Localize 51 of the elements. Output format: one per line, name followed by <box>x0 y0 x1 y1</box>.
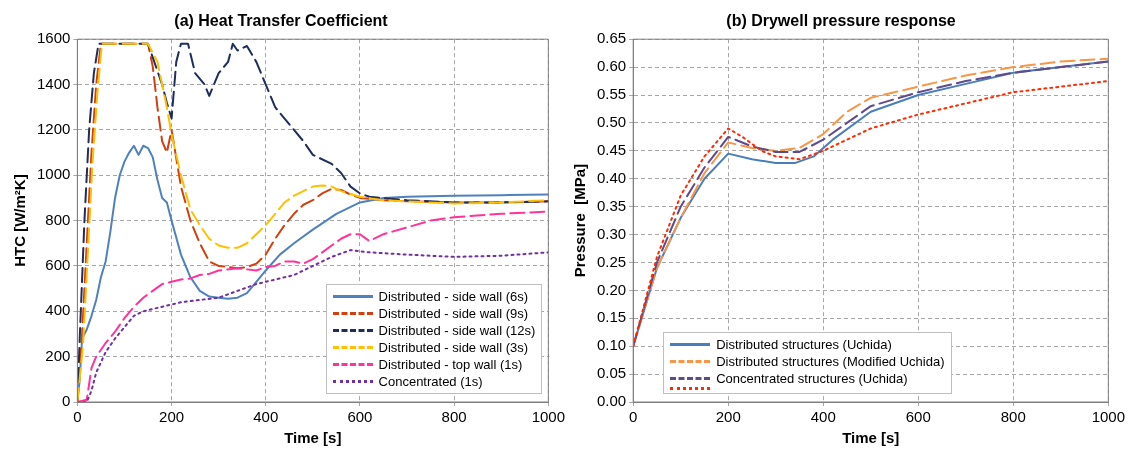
legend-label: Distributed - side wall (12s) <box>378 322 536 339</box>
y-tick-label: 0 <box>62 392 71 410</box>
legend-label: Distributed - top wall (1s) <box>378 356 523 373</box>
x-tick-label: 0 <box>629 408 638 426</box>
y-axis-title: Pressure [MPa] <box>571 163 589 278</box>
y-tick-label: 1400 <box>36 74 71 92</box>
y-tick-label: 200 <box>45 346 71 364</box>
y-axis-title: HTC [W/m²K] <box>11 174 29 267</box>
x-tick-label: 600 <box>347 408 373 426</box>
x-tick-label: 1000 <box>1091 408 1125 426</box>
chart-title: (a) Heat Transfer Coefficient <box>174 12 389 30</box>
y-tick-label: 1000 <box>36 165 71 183</box>
x-tick-label: 1000 <box>531 408 565 426</box>
x-axis-title: Time [s] <box>284 429 342 447</box>
y-tick-label: 0.45 <box>596 140 627 158</box>
y-tick-label: 400 <box>45 301 71 319</box>
legend-label: Concentrated structures (Uchida) <box>716 370 908 387</box>
x-tick-label: 800 <box>1000 408 1026 426</box>
x-tick-label: 800 <box>441 408 467 426</box>
x-tick-label: 600 <box>905 408 931 426</box>
y-tick-label: 800 <box>45 210 71 228</box>
y-tick-label: 0.00 <box>596 392 627 410</box>
y-tick-label: 0.20 <box>596 280 627 298</box>
legend-label: Distributed structures (Uchida) <box>716 336 892 353</box>
y-tick-label: 0.15 <box>596 308 627 326</box>
y-tick-label: 0.60 <box>596 57 627 75</box>
chart-title: (b) Drywell pressure response <box>726 12 956 30</box>
y-tick-label: 0.40 <box>596 168 627 186</box>
x-tick-label: 0 <box>73 408 82 426</box>
y-tick-label: 0.25 <box>596 252 627 270</box>
legend-label: Distributed - side wall (6s) <box>378 288 529 305</box>
legend-label: Distributed - side wall (9s) <box>378 305 529 322</box>
x-tick-label: 200 <box>715 408 741 426</box>
y-tick-label: 0.65 <box>596 29 627 47</box>
y-tick-label: 0.10 <box>596 336 627 354</box>
y-tick-label: 0.50 <box>596 113 627 131</box>
x-tick-label: 200 <box>159 408 185 426</box>
y-tick-label: 0.05 <box>596 364 627 382</box>
legend-label: Concentrated (1s) <box>378 373 483 390</box>
x-tick-label: 400 <box>253 408 279 426</box>
legend-label: Distributed - side wall (3s) <box>378 339 529 356</box>
y-tick-label: 0.55 <box>596 85 627 103</box>
x-tick-label: 400 <box>810 408 836 426</box>
y-tick-label: 1600 <box>36 29 71 47</box>
y-tick-label: 0.30 <box>596 224 627 242</box>
legend-label: Distributed structures (Modified Uchida) <box>716 353 945 370</box>
line-series <box>77 42 549 402</box>
y-tick-label: 600 <box>45 256 71 274</box>
y-tick-label: 0.35 <box>596 196 627 214</box>
x-axis-title: Time [s] <box>842 429 900 447</box>
y-tick-label: 1200 <box>36 120 71 138</box>
